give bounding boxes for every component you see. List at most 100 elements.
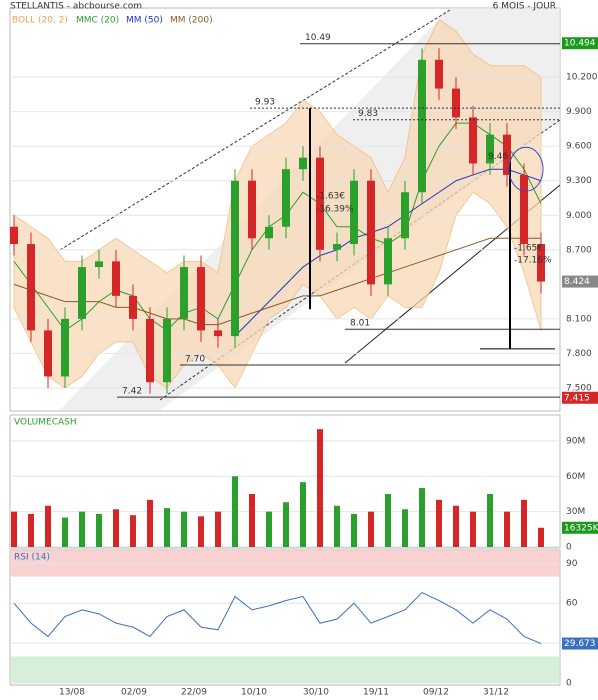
x-tick-label: 30/10 <box>303 688 329 698</box>
candle-body <box>469 117 477 164</box>
volume-bar <box>470 511 476 547</box>
candle-body <box>61 318 69 377</box>
candle-body <box>503 134 511 175</box>
candle-body <box>163 318 171 383</box>
volume-bar <box>402 509 408 547</box>
candle-body <box>27 244 35 331</box>
price-marker-label: 10.494 <box>564 39 596 49</box>
x-tick-label: 31/12 <box>483 688 509 698</box>
ma-line <box>13 122 542 332</box>
highlight <box>508 146 544 192</box>
header-period: 6 MOIS - JOUR <box>493 2 556 12</box>
volume-bar <box>487 493 493 547</box>
candle-body <box>486 134 494 164</box>
candle-body <box>537 244 545 282</box>
price-marker <box>562 275 598 288</box>
panel-title: RSI (14) <box>14 553 50 563</box>
y-tick-label: 7.800 <box>566 349 592 359</box>
candle-body <box>299 157 307 170</box>
volume-frame <box>9 414 561 549</box>
y-tick-label: 60 <box>566 599 578 609</box>
candle-body <box>197 267 205 331</box>
ma-line <box>13 237 541 326</box>
candle-body <box>367 180 375 285</box>
level-label: 10.49 <box>305 33 331 43</box>
candle-body <box>248 180 256 239</box>
volume-bar <box>385 493 391 547</box>
volume-bar <box>164 508 170 547</box>
bollinger-band <box>13 18 542 389</box>
price-marker-label: 7.415 <box>564 393 590 403</box>
channel-top <box>59 9 451 251</box>
y-tick-label: 7.500 <box>566 383 592 393</box>
price-marker <box>562 37 598 50</box>
candle-body <box>44 330 52 377</box>
level-label: 9.46 <box>488 152 508 162</box>
volume-bar <box>28 514 34 547</box>
legend-entry: MM (200) <box>170 16 213 26</box>
y-tick-label: 10.200 <box>566 73 598 83</box>
candle-body <box>129 295 137 319</box>
level-label: 8.01 <box>350 319 370 329</box>
y-tick-label: 8.700 <box>566 245 592 255</box>
volume-bar <box>368 511 374 547</box>
level-label: 9.93 <box>255 98 275 108</box>
annotation: -17.16% <box>514 256 552 266</box>
x-tick-label: 02/09 <box>121 688 147 698</box>
y-tick-label: 9.600 <box>566 142 592 152</box>
volume-bar <box>79 511 85 547</box>
volume-bar <box>334 505 340 547</box>
candle-body <box>231 180 239 337</box>
price-marker-label: 8.424 <box>564 277 590 287</box>
header-title: STELLANTIS - abcbourse.com <box>10 2 142 12</box>
candle-body <box>265 226 273 239</box>
candle-body <box>333 244 341 250</box>
level-label: 9.83 <box>358 109 378 119</box>
candle-body <box>435 59 443 89</box>
volume-bar <box>232 476 238 547</box>
y-tick-label: 90M <box>566 436 585 446</box>
y-tick-label: 9.300 <box>566 176 592 186</box>
annotation: -16.39% <box>316 205 354 215</box>
candle-body <box>10 226 18 245</box>
candle-body <box>384 238 392 285</box>
candle-body <box>401 192 409 239</box>
legend-entry: MM (50) <box>126 16 163 26</box>
volume-bar <box>96 514 102 547</box>
candle-body <box>282 169 290 227</box>
x-tick-label: 09/12 <box>423 688 449 698</box>
y-tick-label: 60M <box>566 472 585 482</box>
volume-bar <box>521 499 527 547</box>
volume-bar <box>147 499 153 547</box>
volume-bar <box>351 514 357 547</box>
candle-body <box>95 261 103 268</box>
y-tick-label: 90 <box>566 559 578 569</box>
volume-bar <box>504 511 510 547</box>
candle-body <box>452 88 460 118</box>
volume-marker <box>562 521 598 534</box>
volume-bar <box>181 511 187 547</box>
volume-bar <box>300 482 306 547</box>
volume-bar <box>249 493 255 547</box>
volume-bar <box>113 509 119 547</box>
candle-body <box>146 318 154 383</box>
y-tick-label: 8.100 <box>566 314 592 324</box>
legend-entry: MMC (20) <box>76 16 119 26</box>
volume-bar <box>215 511 221 547</box>
panel-title: VOLUMECASH <box>14 418 77 428</box>
y-tick-label: 30M <box>566 507 585 517</box>
x-tick-label: 19/11 <box>363 688 389 698</box>
candle-body <box>78 267 86 319</box>
candle-body <box>112 261 120 296</box>
y-tick-label: 0 <box>566 543 572 553</box>
annotation: -1.63€ <box>316 192 345 202</box>
volume-bar <box>419 488 425 547</box>
volume-bar <box>283 502 289 547</box>
y-tick-label: 9.900 <box>566 107 592 117</box>
volume-bar <box>453 505 459 547</box>
y-tick-label: 9.000 <box>566 211 592 221</box>
price-marker <box>562 391 598 404</box>
oversold-zone <box>10 656 560 683</box>
volume-bar <box>45 505 51 547</box>
